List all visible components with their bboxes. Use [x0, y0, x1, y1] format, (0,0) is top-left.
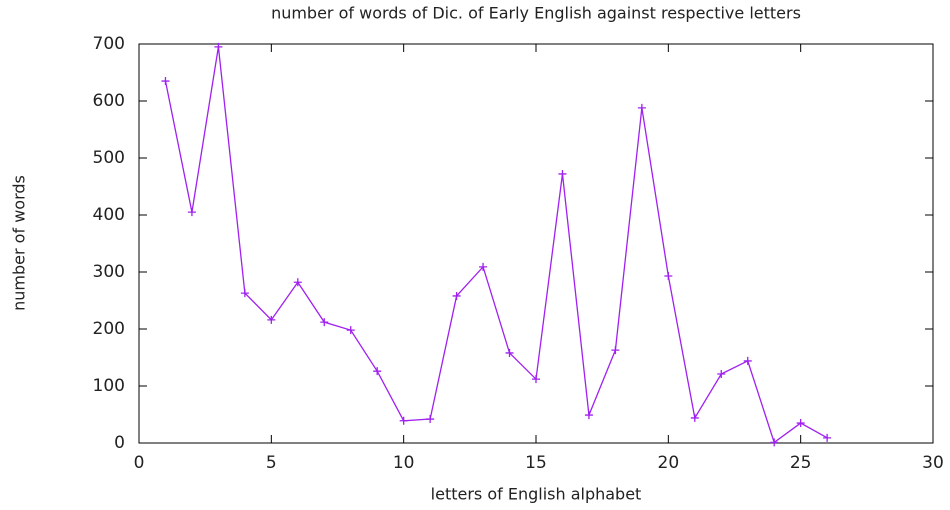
y-tick-label: 200 [93, 319, 125, 339]
y-tick-label: 100 [93, 376, 125, 396]
chart-title: number of words of Dic. of Early English… [271, 4, 801, 23]
y-tick-label: 700 [93, 34, 125, 54]
y-tick-label: 400 [93, 205, 125, 225]
data-point [479, 262, 488, 271]
data-point [743, 356, 752, 365]
data-point [796, 419, 805, 428]
x-axis-label: letters of English alphabet [431, 485, 642, 504]
y-tick-label: 600 [93, 91, 125, 111]
data-point [399, 416, 408, 425]
data-point [240, 289, 249, 298]
data-point [267, 315, 276, 324]
data-point [505, 348, 514, 357]
data-point [187, 208, 196, 217]
y-tick-label: 0 [114, 433, 125, 453]
x-tick-label: 30 [922, 453, 944, 473]
x-tick-label: 0 [134, 453, 145, 473]
data-point [637, 103, 646, 112]
data-point [293, 278, 302, 287]
y-axis-label: number of words [10, 175, 29, 311]
data-point [584, 411, 593, 420]
data-point [717, 370, 726, 379]
y-tick-label: 500 [93, 148, 125, 168]
data-point [452, 291, 461, 300]
data-point [532, 375, 540, 384]
x-tick-label: 5 [266, 453, 277, 473]
data-point [161, 77, 170, 86]
data-point [823, 433, 832, 442]
x-tick-label: 10 [393, 453, 415, 473]
data-point [320, 318, 329, 327]
y-tick-label: 300 [93, 262, 125, 282]
data-point [558, 169, 567, 178]
data-point [426, 415, 435, 424]
x-tick-label: 15 [525, 453, 547, 473]
data-point [346, 326, 355, 335]
data-point [770, 438, 779, 447]
data-point [690, 413, 699, 422]
data-line [164, 46, 828, 444]
data-point [664, 271, 673, 280]
data-point [373, 367, 382, 376]
x-tick-label: 20 [658, 453, 680, 473]
data-point [214, 42, 223, 51]
x-tick-label: 25 [790, 453, 812, 473]
data-point [611, 346, 620, 355]
